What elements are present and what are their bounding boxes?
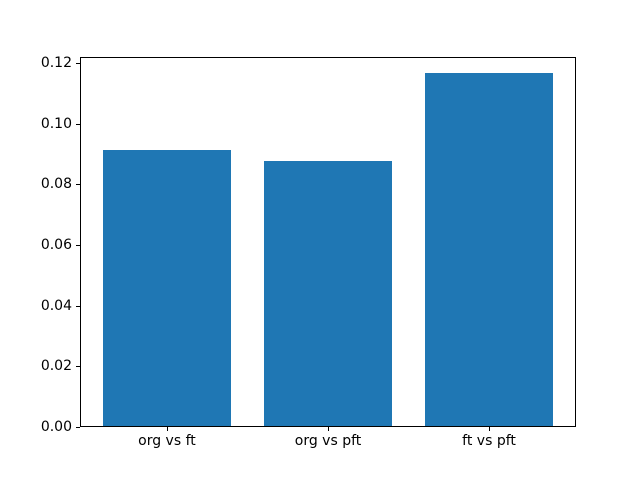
x-tick-mark [166, 427, 168, 431]
x-tick-mark [489, 427, 491, 431]
y-tick-label: 0.00 [40, 419, 72, 435]
y-tick-label: 0.10 [40, 115, 72, 132]
y-tick-mark [76, 366, 80, 368]
x-tick-mark [328, 427, 329, 431]
bar-ft-vs-pft [424, 73, 554, 427]
x-tick-label: org vs ft [138, 433, 196, 449]
x-tick-label: org vs pft [294, 433, 362, 449]
y-tick-label: 0.12 [40, 55, 72, 72]
y-tick-mark [76, 63, 80, 65]
y-tick-mark [76, 245, 80, 247]
y-tick-mark [76, 184, 80, 186]
bar-org-vs-pft [263, 161, 393, 427]
bar-org-vs-ft [102, 149, 232, 427]
x-tick-label: ft vs pft [462, 433, 516, 449]
y-tick-mark [76, 305, 80, 307]
y-tick-label: 0.04 [40, 297, 72, 314]
y-tick-mark [76, 427, 80, 428]
y-tick-label: 0.06 [40, 237, 72, 254]
y-tick-mark [76, 123, 80, 125]
plot-area [80, 57, 576, 427]
y-tick-label: 0.08 [40, 176, 72, 193]
y-tick-label: 0.02 [40, 358, 72, 375]
